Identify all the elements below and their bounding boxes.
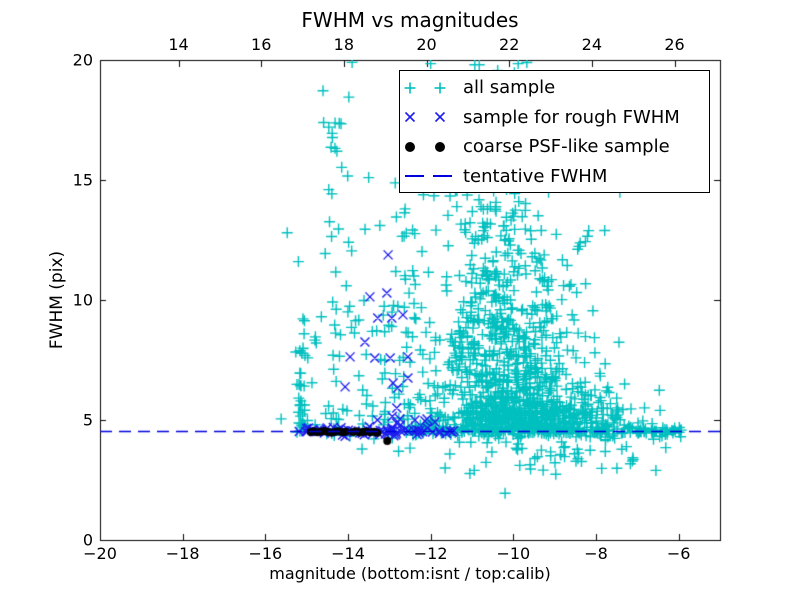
x-top-tick-label: 26 (664, 35, 685, 54)
legend-item-psf-sample: coarse PSF-like sample (404, 132, 709, 162)
y-tick-label: 10 (72, 290, 93, 310)
legend-label: tentative FWHM (463, 165, 608, 187)
x-bottom-tick-label: −14 (331, 544, 365, 563)
x-bottom-tick-label: −20 (83, 544, 117, 563)
x-top-tick-label: 24 (581, 35, 603, 54)
x-bottom-tick-label: −10 (496, 544, 531, 563)
y-tick-label: 15 (72, 170, 93, 190)
y-tick-label: 20 (72, 50, 93, 70)
legend-label: coarse PSF-like sample (463, 136, 670, 158)
cross-marker-icon (404, 112, 446, 123)
dashed-line-icon (405, 175, 455, 178)
dot-marker-icon (405, 141, 445, 152)
x-axis-label: magnitude (bottom:isnt / top:calib) (269, 564, 551, 583)
legend-item-all-sample: all sample (404, 73, 709, 103)
legend-item-tentative-fwhm: tentative FWHM (404, 162, 709, 192)
x-bottom-tick-label: −16 (248, 544, 283, 563)
plus-marker-icon (404, 82, 446, 94)
y-axis-label: FWHM (pix) (47, 250, 67, 350)
x-bottom-tick-label: −18 (165, 544, 200, 563)
chart-title: FWHM vs magnitudes (301, 8, 519, 32)
x-top-tick-label: 18 (333, 35, 355, 54)
x-top-tick-label: 14 (168, 35, 189, 54)
y-tick-label: 0 (82, 530, 93, 550)
y-tick-label: 5 (82, 410, 93, 430)
x-bottom-tick-label: −12 (413, 544, 448, 563)
x-bottom-tick-label: −8 (584, 544, 608, 563)
x-top-tick-label: 22 (499, 35, 520, 54)
x-top-tick-label: 16 (251, 35, 272, 54)
x-bottom-tick-label: −6 (666, 544, 691, 563)
legend: all sample sample for rough FWHM coarse … (399, 70, 710, 193)
legend-item-rough-fwhm: sample for rough FWHM (404, 103, 709, 133)
legend-label: all sample (463, 77, 556, 99)
legend-label: sample for rough FWHM (463, 106, 680, 128)
x-top-tick-label: 20 (416, 35, 437, 54)
